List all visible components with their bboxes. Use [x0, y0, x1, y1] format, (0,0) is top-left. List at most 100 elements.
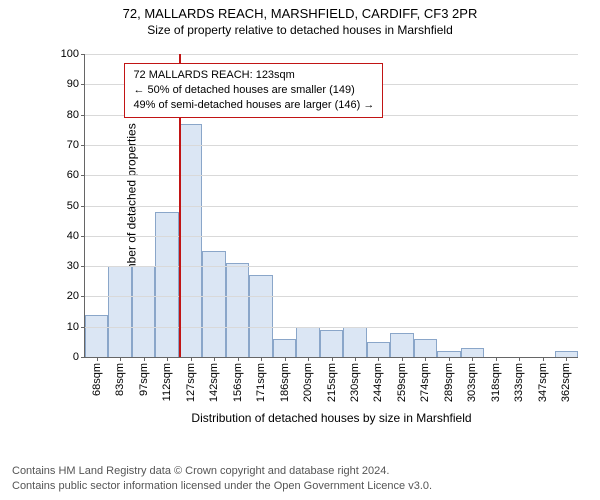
annotation-line: ← 50% of detached houses are smaller (14…	[133, 83, 374, 98]
chart-subtitle: Size of property relative to detached ho…	[0, 23, 600, 37]
xtick-label: 68sqm	[91, 363, 103, 396]
xtick-mark	[543, 357, 544, 361]
grid-line	[85, 296, 578, 297]
ytick-label: 0	[73, 351, 79, 363]
histogram-bar	[414, 339, 437, 357]
histogram-bar	[85, 315, 108, 357]
grid-line	[85, 145, 578, 146]
property-annotation-box: 72 MALLARDS REACH: 123sqm← 50% of detach…	[124, 63, 383, 118]
xtick-label: 230sqm	[349, 363, 361, 402]
xtick-mark	[191, 357, 192, 361]
annotation-line: 72 MALLARDS REACH: 123sqm	[133, 68, 374, 83]
grid-line	[85, 175, 578, 176]
xtick-mark	[519, 357, 520, 361]
chart: Number of detached properties Distributi…	[50, 48, 582, 420]
histogram-bar	[461, 348, 484, 357]
xtick-label: 347sqm	[537, 363, 549, 402]
xtick-label: 83sqm	[114, 363, 126, 396]
ytick-mark	[81, 175, 85, 176]
xtick-mark	[97, 357, 98, 361]
grid-line	[85, 206, 578, 207]
histogram-bar	[390, 333, 413, 357]
xtick-label: 318sqm	[490, 363, 502, 402]
xtick-label: 244sqm	[372, 363, 384, 402]
ytick-mark	[81, 266, 85, 267]
ytick-mark	[81, 115, 85, 116]
xtick-label: 112sqm	[161, 363, 173, 401]
plot-area: Number of detached properties Distributi…	[84, 54, 578, 358]
histogram-bar	[320, 330, 343, 357]
xtick-mark	[378, 357, 379, 361]
ytick-mark	[81, 236, 85, 237]
footer-line-1: Contains HM Land Registry data © Crown c…	[12, 464, 588, 479]
histogram-bar	[155, 212, 178, 357]
histogram-bar	[249, 275, 272, 357]
xtick-label: 333sqm	[513, 363, 525, 402]
annotation-line: 49% of semi-detached houses are larger (…	[133, 98, 374, 113]
ytick-mark	[81, 296, 85, 297]
chart-title-block: 72, MALLARDS REACH, MARSHFIELD, CARDIFF,…	[0, 0, 600, 37]
ytick-label: 100	[61, 48, 79, 60]
xtick-mark	[496, 357, 497, 361]
histogram-bar	[108, 266, 131, 357]
xtick-mark	[167, 357, 168, 361]
grid-line	[85, 54, 578, 55]
histogram-bar	[226, 263, 249, 357]
xtick-mark	[285, 357, 286, 361]
grid-line	[85, 327, 578, 328]
xtick-label: 274sqm	[419, 363, 431, 402]
xtick-label: 171sqm	[255, 363, 267, 402]
histogram-bar	[179, 124, 202, 357]
ytick-mark	[81, 206, 85, 207]
histogram-bar	[343, 327, 366, 357]
ytick-label: 20	[67, 290, 79, 302]
ytick-mark	[81, 84, 85, 85]
histogram-bar	[296, 327, 319, 357]
xtick-mark	[238, 357, 239, 361]
xtick-mark	[402, 357, 403, 361]
xtick-mark	[355, 357, 356, 361]
ytick-mark	[81, 54, 85, 55]
ytick-label: 80	[67, 109, 79, 121]
xtick-label: 186sqm	[279, 363, 291, 402]
grid-line	[85, 236, 578, 237]
ytick-label: 10	[67, 321, 79, 333]
x-axis-label: Distribution of detached houses by size …	[85, 411, 578, 425]
xtick-mark	[425, 357, 426, 361]
xtick-mark	[261, 357, 262, 361]
xtick-mark	[120, 357, 121, 361]
ytick-mark	[81, 357, 85, 358]
xtick-label: 142sqm	[208, 363, 220, 402]
ytick-mark	[81, 145, 85, 146]
footer-line-2: Contains public sector information licen…	[12, 479, 588, 494]
xtick-label: 303sqm	[466, 363, 478, 402]
ytick-label: 70	[67, 139, 79, 151]
xtick-mark	[214, 357, 215, 361]
histogram-bar	[273, 339, 296, 357]
xtick-mark	[308, 357, 309, 361]
ytick-label: 30	[67, 260, 79, 272]
xtick-label: 97sqm	[138, 363, 150, 396]
histogram-bar	[132, 266, 155, 357]
ytick-label: 60	[67, 169, 79, 181]
ytick-label: 40	[67, 230, 79, 242]
ytick-mark	[81, 327, 85, 328]
xtick-mark	[566, 357, 567, 361]
xtick-mark	[144, 357, 145, 361]
grid-line	[85, 266, 578, 267]
chart-title: 72, MALLARDS REACH, MARSHFIELD, CARDIFF,…	[0, 6, 600, 21]
histogram-bar	[367, 342, 390, 357]
xtick-label: 200sqm	[302, 363, 314, 402]
xtick-label: 289sqm	[443, 363, 455, 402]
xtick-mark	[472, 357, 473, 361]
xtick-mark	[449, 357, 450, 361]
xtick-label: 259sqm	[396, 363, 408, 402]
xtick-label: 215sqm	[326, 363, 338, 402]
xtick-label: 127sqm	[185, 363, 197, 402]
xtick-label: 362sqm	[560, 363, 572, 402]
xtick-label: 156sqm	[232, 363, 244, 402]
ytick-label: 90	[67, 78, 79, 90]
attribution-footer: Contains HM Land Registry data © Crown c…	[12, 464, 588, 494]
xtick-mark	[332, 357, 333, 361]
ytick-label: 50	[67, 200, 79, 212]
